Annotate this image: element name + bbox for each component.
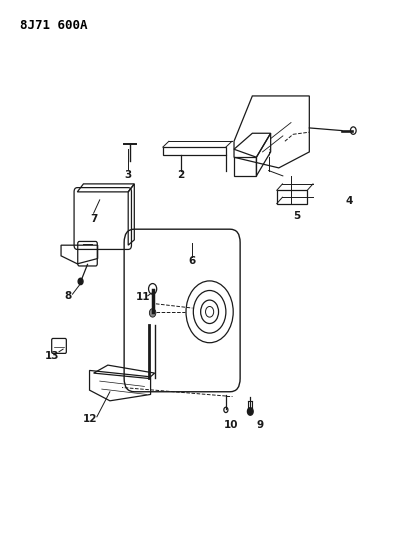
Text: 6: 6	[188, 256, 196, 266]
Circle shape	[78, 278, 83, 285]
Text: 2: 2	[177, 170, 185, 180]
Circle shape	[247, 408, 253, 415]
Text: 13: 13	[45, 351, 59, 360]
Text: 10: 10	[224, 420, 239, 430]
Text: 8: 8	[65, 291, 72, 301]
Text: 3: 3	[125, 170, 132, 180]
Text: 12: 12	[83, 415, 98, 424]
Text: 9: 9	[256, 420, 263, 430]
Circle shape	[149, 309, 156, 317]
Text: 5: 5	[293, 211, 301, 221]
Text: 11: 11	[136, 292, 151, 302]
Text: 7: 7	[90, 214, 97, 223]
Text: 4: 4	[346, 197, 353, 206]
Text: 8J71 600A: 8J71 600A	[20, 19, 88, 31]
